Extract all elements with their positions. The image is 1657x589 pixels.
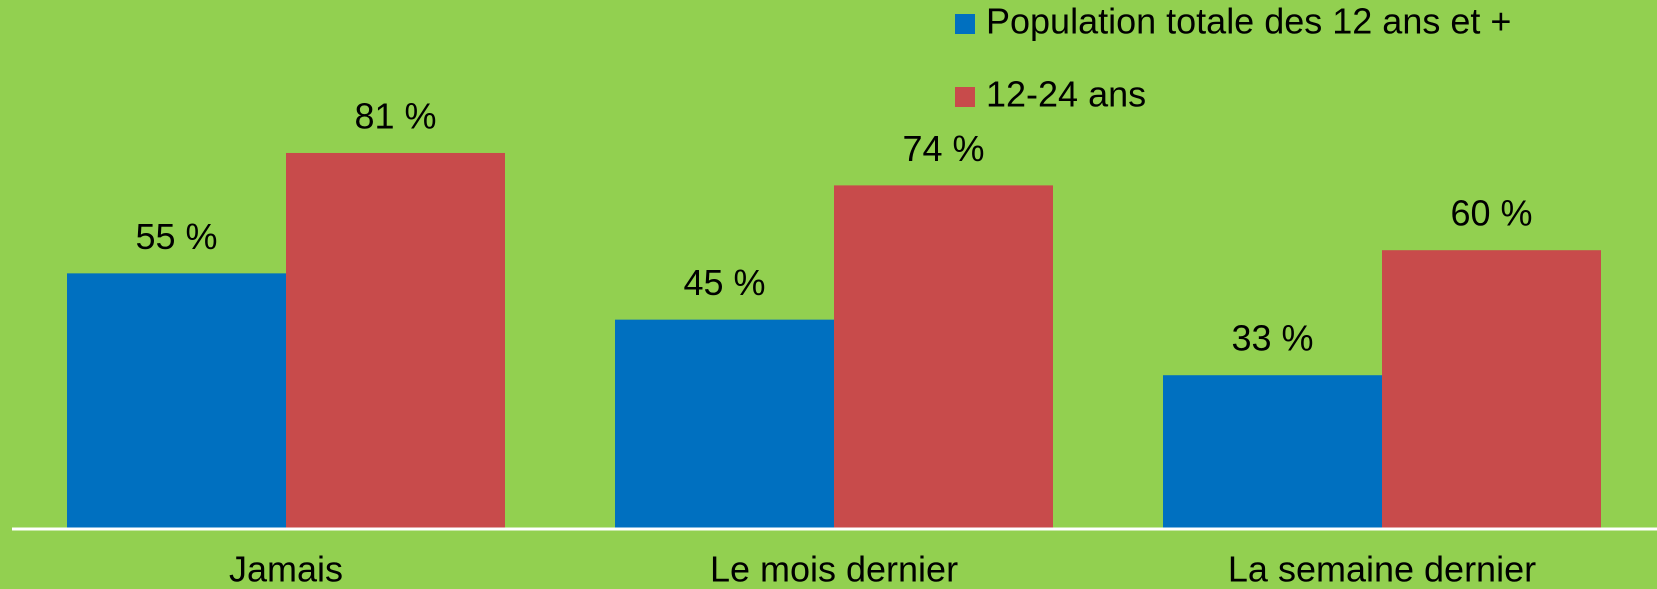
data-label: 60 % (1450, 193, 1532, 234)
x-tick-label: Le mois dernier (710, 549, 958, 589)
legend-label: Population totale des 12 ans et + (986, 1, 1511, 42)
x-tick-label: La semaine dernier (1228, 549, 1536, 589)
x-tick-label: Jamais (229, 549, 343, 589)
data-label: 55 % (135, 216, 217, 257)
legend-label: 12-24 ans (986, 74, 1146, 115)
bar (1163, 375, 1382, 528)
legend-swatch (955, 87, 975, 107)
bar (1382, 250, 1601, 528)
bar (834, 185, 1053, 528)
data-label: 81 % (354, 95, 436, 136)
bar (67, 273, 286, 528)
legend-swatch (955, 14, 975, 34)
bar (286, 152, 505, 528)
data-label: 33 % (1231, 318, 1313, 359)
bar (615, 319, 834, 528)
data-label: 74 % (902, 128, 984, 169)
data-label: 45 % (683, 262, 765, 303)
